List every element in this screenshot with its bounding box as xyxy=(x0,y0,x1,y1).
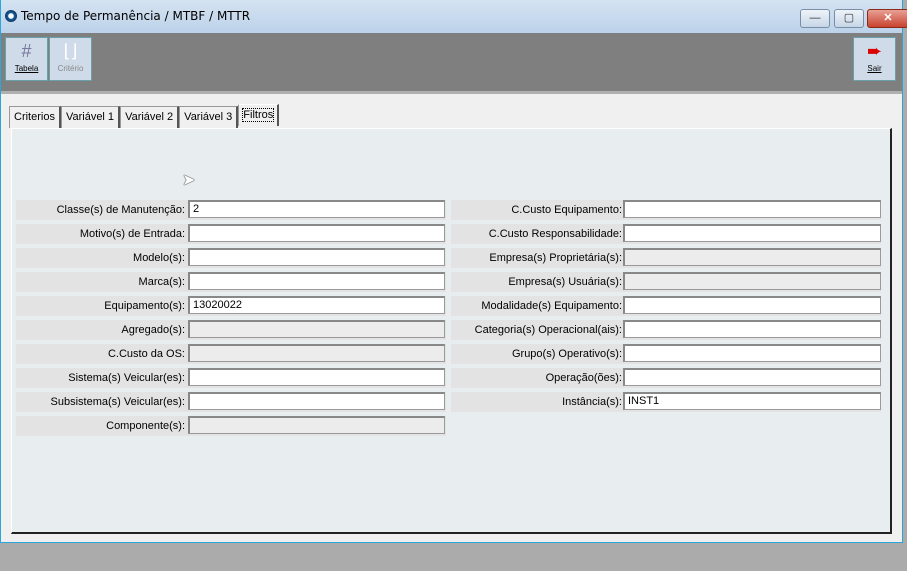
filter-label: Componente(s): xyxy=(106,420,185,432)
exit-door-icon: ➨ xyxy=(866,41,883,61)
filter-input[interactable] xyxy=(188,320,445,338)
tab-variavel-3[interactable]: Variável 3 xyxy=(179,106,239,128)
filter-input[interactable] xyxy=(188,224,445,242)
filter-input[interactable] xyxy=(188,368,445,386)
tabela-label: Tabela xyxy=(14,64,39,73)
filter-input[interactable] xyxy=(623,272,881,290)
filter-input[interactable] xyxy=(623,224,881,242)
minimize-button[interactable]: — xyxy=(800,9,830,28)
window-title: Tempo de Permanência / MTBF / MTTR xyxy=(21,9,251,23)
tab-filtros-label: Filtros xyxy=(242,108,275,122)
tab-criterios[interactable]: Criterios xyxy=(9,106,61,128)
filter-input[interactable]: INST1 xyxy=(623,392,881,410)
criterio-label: Critério xyxy=(57,64,84,73)
app-icon xyxy=(5,10,17,22)
toolbar: # Tabela ⌊⌋ Critério ➨ Sair xyxy=(1,33,902,94)
tabela-button[interactable]: # Tabela xyxy=(5,37,48,81)
mouse-cursor-icon: ➤ xyxy=(182,172,196,189)
filter-label: Grupo(s) Operativo(s): xyxy=(511,348,622,360)
tab-variavel-1[interactable]: Variável 1 xyxy=(60,106,121,128)
filter-input[interactable] xyxy=(188,416,445,434)
filter-input[interactable] xyxy=(188,344,445,362)
filter-label: C.Custo Responsabilidade: xyxy=(488,228,622,240)
filter-label: Modelo(s): xyxy=(133,252,185,264)
filter-input[interactable]: 13020022 xyxy=(188,296,445,314)
app-window: Tempo de Permanência / MTBF / MTTR — ▢ ✕… xyxy=(0,0,907,543)
filter-label: Marca(s): xyxy=(138,276,185,288)
filter-input[interactable]: 2 xyxy=(188,200,445,218)
maximize-button[interactable]: ▢ xyxy=(834,9,864,28)
filter-label: Agregado(s): xyxy=(121,324,185,336)
filter-input[interactable] xyxy=(623,368,881,386)
close-button[interactable]: ✕ xyxy=(867,9,907,28)
filter-input[interactable] xyxy=(623,320,881,338)
filter-label: C.Custo Equipamento: xyxy=(511,204,622,216)
filter-input[interactable] xyxy=(623,296,881,314)
filter-label: Operação(ões): xyxy=(545,372,622,384)
filter-input[interactable] xyxy=(188,392,445,410)
criteria-icon: ⌊⌋ xyxy=(63,41,78,61)
filter-label: Classe(s) de Manutenção: xyxy=(56,204,185,216)
criterio-button[interactable]: ⌊⌋ Critério xyxy=(49,37,92,81)
filter-input[interactable] xyxy=(623,200,881,218)
filter-input[interactable] xyxy=(623,344,881,362)
filter-label: C.Custo da OS: xyxy=(107,348,185,360)
tab-strip: Criterios Variável 1 Variável 2 Variável… xyxy=(9,104,280,128)
sair-button[interactable]: ➨ Sair xyxy=(853,37,896,81)
filter-label: Categoria(s) Operacional(ais): xyxy=(474,324,622,336)
tab-filtros[interactable]: Filtros xyxy=(238,104,280,126)
filter-label: Subsistema(s) Veicular(es): xyxy=(50,396,186,408)
filter-label: Motivo(s) de Entrada: xyxy=(79,228,185,240)
grid-icon: # xyxy=(21,41,32,61)
title-bar: Tempo de Permanência / MTBF / MTTR — ▢ ✕ xyxy=(1,0,907,33)
filter-label: Instância(s): xyxy=(562,396,622,408)
sair-label: Sair xyxy=(867,64,882,73)
filter-label: Empresa(s) Usuária(s): xyxy=(508,276,622,288)
filter-label: Modalidade(s) Equipamento: xyxy=(481,300,622,312)
filter-input[interactable] xyxy=(623,248,881,266)
filter-label: Sistema(s) Veicular(es): xyxy=(68,372,185,384)
filter-label: Empresa(s) Proprietária(s): xyxy=(489,252,622,264)
filter-label: Equipamento(s): xyxy=(104,300,185,312)
filter-input[interactable] xyxy=(188,272,445,290)
tab-variavel-2[interactable]: Variável 2 xyxy=(120,106,180,128)
filter-input[interactable] xyxy=(188,248,445,266)
